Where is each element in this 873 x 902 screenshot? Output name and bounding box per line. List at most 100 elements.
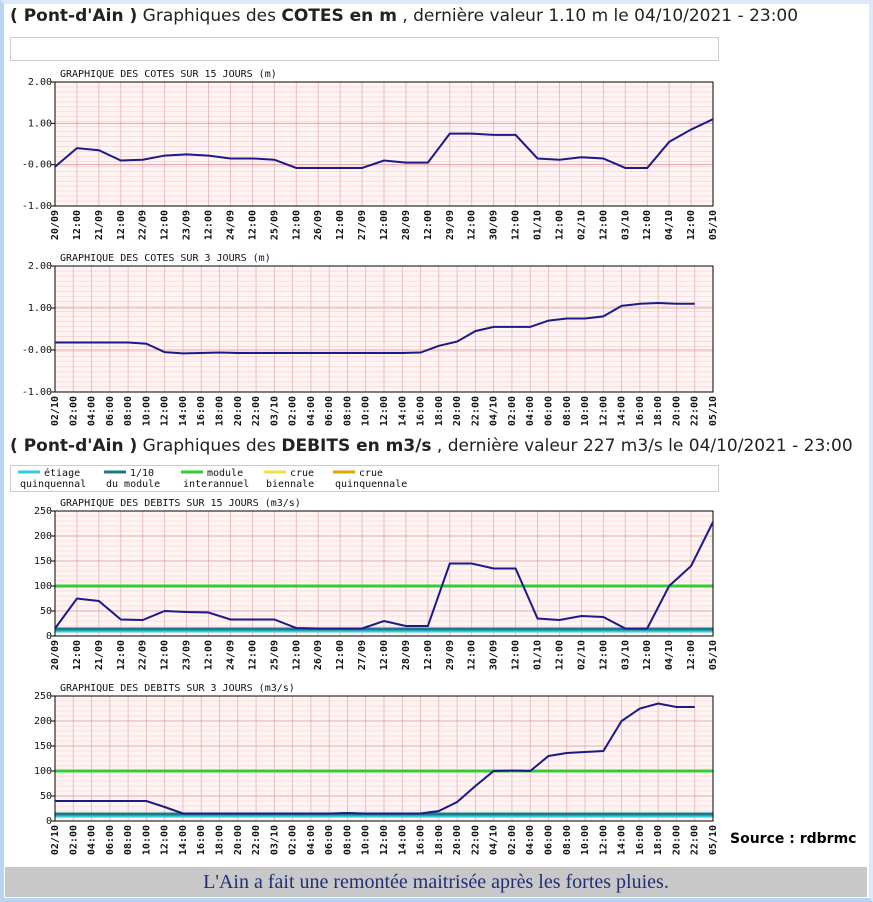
x-tick-label: 28/09 (401, 640, 412, 670)
plot-border (54, 265, 714, 393)
x-tick-label: 02/10 (50, 825, 61, 855)
x-tick-label: 03/10 (620, 210, 631, 240)
y-tick-label: -1.00 (22, 201, 52, 212)
x-tick-label: 12:00 (598, 396, 609, 426)
x-tick-label: 10:00 (361, 396, 372, 426)
x-tick-label: 29/09 (445, 640, 456, 670)
x-tick-label: 29/09 (445, 210, 456, 240)
x-tick-label: 12:00 (554, 210, 565, 240)
x-tick-label: 18:00 (434, 825, 445, 855)
data-line (55, 301, 695, 355)
x-tick-label: 12:00 (72, 210, 83, 240)
x-tick-label: 12:00 (554, 640, 565, 670)
legend-label: crue (359, 468, 383, 479)
x-tick-label: 18:00 (653, 396, 664, 426)
data-line (54, 521, 714, 630)
legend-label: quinquennal (20, 479, 86, 490)
x-tick-label: 12:00 (160, 210, 171, 240)
x-tick-label: 06:00 (105, 825, 116, 855)
x-tick-label: 21/09 (94, 210, 105, 240)
x-tick-label: 08:00 (562, 825, 573, 855)
x-tick-label: 16:00 (196, 396, 207, 426)
x-tick-label: 12:00 (467, 210, 478, 240)
x-tick-label: 10:00 (361, 825, 372, 855)
y-tick-label: 150 (34, 741, 52, 752)
header-text: , dernière valeur 227 m3/s le 04/10/2021… (431, 436, 853, 456)
x-tick-label: 10:00 (141, 825, 152, 855)
x-tick-label: 04/10 (664, 640, 675, 670)
x-tick-label: 06:00 (324, 396, 335, 426)
x-tick-label: 26/09 (313, 210, 324, 240)
x-tick-label: 18:00 (434, 396, 445, 426)
x-tick-label: 12:00 (291, 640, 302, 670)
header-text: Graphiques des (137, 6, 282, 26)
y-tick-label: 200 (34, 716, 52, 727)
x-tick-label: 27/09 (357, 210, 368, 240)
x-tick-label: 08:00 (342, 396, 353, 426)
x-tick-label: 12:00 (467, 640, 478, 670)
x-tick-label: 12:00 (335, 210, 346, 240)
x-tick-label: 12:00 (291, 210, 302, 240)
x-tick-label: 02:00 (507, 825, 518, 855)
x-tick-label: 05/10 (708, 396, 719, 426)
x-tick-label: 01/10 (533, 210, 544, 240)
x-tick-label: 28/09 (401, 210, 412, 240)
x-tick-label: 20:00 (233, 396, 244, 426)
x-tick-label: 12:00 (511, 640, 522, 670)
y-tick-label: 2.00 (28, 77, 52, 88)
x-tick-label: 04/10 (664, 210, 675, 240)
header-text: Graphiques des (137, 436, 282, 456)
x-tick-label: 10:00 (141, 396, 152, 426)
x-tick-label: 04:00 (525, 396, 536, 426)
x-tick-label: 10:00 (580, 396, 591, 426)
x-tick-label: 25/09 (269, 640, 280, 670)
x-tick-label: 04:00 (306, 825, 317, 855)
x-tick-label: 14:00 (617, 396, 628, 426)
legend-label: étiage (44, 467, 80, 479)
x-tick-label: 12:00 (379, 210, 390, 240)
y-tick-label: -0.00 (22, 345, 52, 356)
plot-border (54, 695, 714, 822)
x-tick-label: 02:00 (68, 396, 79, 426)
x-tick-label: 14:00 (397, 396, 408, 426)
y-tick-label: 1.00 (28, 118, 52, 129)
x-tick-label: 08:00 (123, 396, 134, 426)
caption: L'Ain a fait une remontée maitrisée aprè… (5, 867, 867, 897)
header-text: , dernière valeur 1.10 m le 04/10/2021 -… (396, 6, 799, 26)
x-tick-label: 12:00 (335, 640, 346, 670)
x-tick-label: 04:00 (87, 825, 98, 855)
x-tick-label: 12:00 (511, 210, 522, 240)
header-text: DEBITS en m3/s (281, 436, 432, 456)
x-tick-label: 02:00 (288, 825, 299, 855)
x-tick-label: 05/10 (708, 210, 719, 240)
x-tick-label: 12:00 (423, 210, 434, 240)
header-text: ( Pont-d'Ain ) (10, 436, 138, 456)
x-tick-label: 06:00 (544, 396, 555, 426)
x-tick-label: 30/09 (489, 640, 500, 670)
x-tick-label: 18:00 (215, 825, 226, 855)
legend-label: 1/10 (130, 468, 154, 479)
x-tick-label: 20/09 (50, 640, 61, 670)
plot-border (54, 510, 714, 637)
y-tick-label: 0 (46, 631, 52, 642)
x-tick-label: 02:00 (68, 825, 79, 855)
x-tick-label: 02/10 (576, 640, 587, 670)
x-tick-label: 12:00 (379, 640, 390, 670)
y-tick-label: 1.00 (28, 303, 52, 314)
x-tick-label: 20:00 (671, 396, 682, 426)
x-tick-label: 18:00 (215, 396, 226, 426)
x-tick-label: 12:00 (116, 640, 127, 670)
chart-title: GRAPHIQUE DES DEBITS SUR 15 JOURS (m3/s) (60, 498, 301, 509)
x-tick-label: 16:00 (635, 825, 646, 855)
x-tick-label: 27/09 (357, 640, 368, 670)
x-tick-label: 04:00 (306, 396, 317, 426)
x-tick-label: 20:00 (671, 825, 682, 855)
x-tick-label: 16:00 (416, 396, 427, 426)
legend-box (10, 465, 719, 492)
plot-border (54, 81, 714, 207)
x-tick-label: 16:00 (196, 825, 207, 855)
x-tick-label: 26/09 (313, 640, 324, 670)
x-tick-label: 04/10 (489, 825, 500, 855)
legend-label: quinquennale (335, 479, 407, 490)
y-tick-label: 100 (34, 581, 52, 592)
